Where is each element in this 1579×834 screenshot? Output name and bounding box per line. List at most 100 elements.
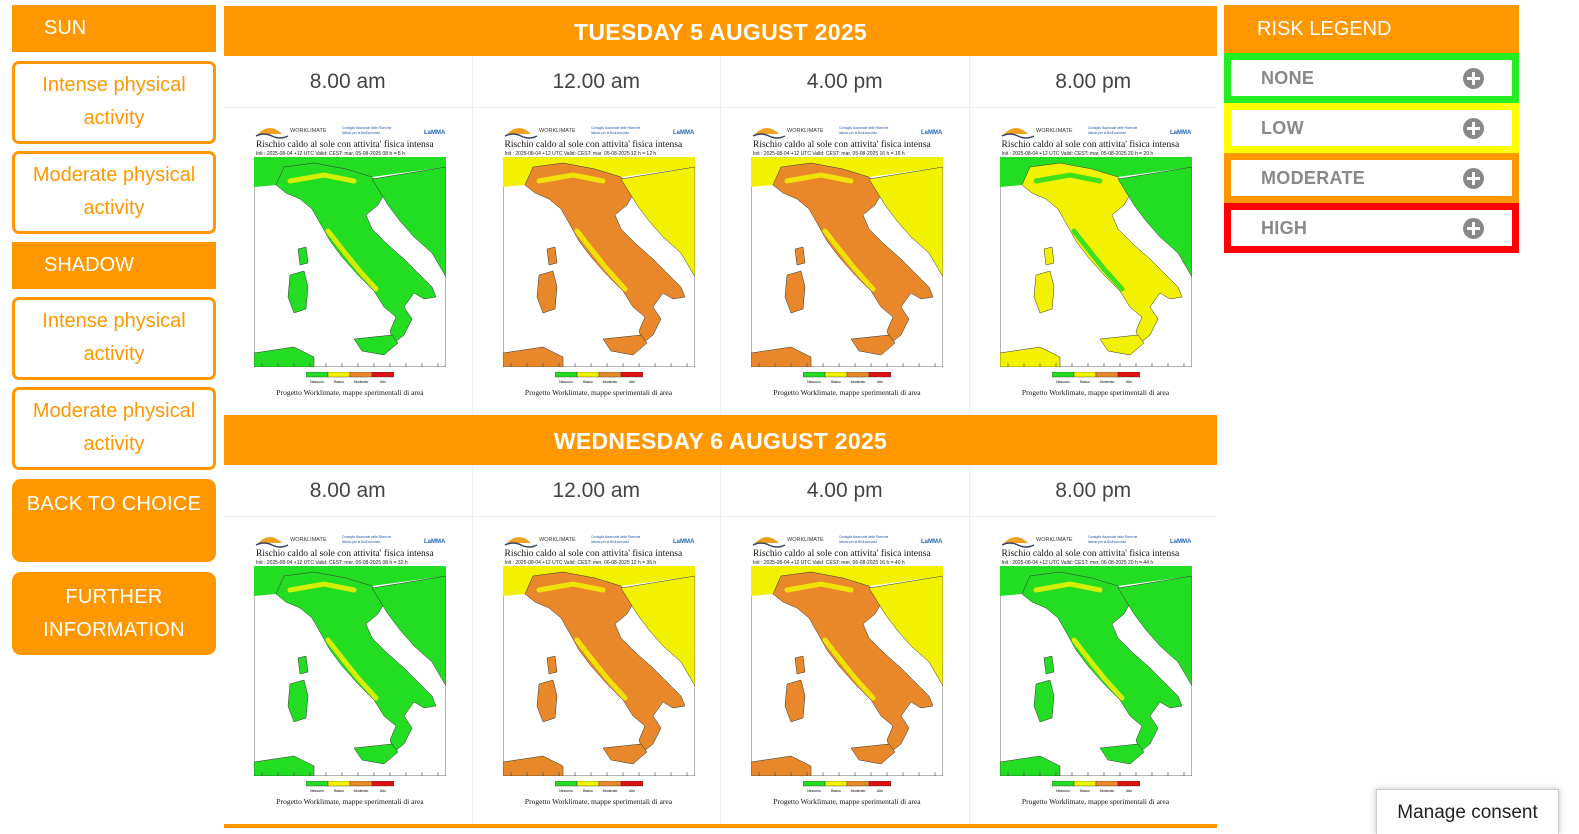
map-cell[interactable]: WORKLIMATE Consiglio Nazionale delle Rice… [224, 517, 473, 824]
shadow-intense-activity-option[interactable]: Intense physical activity [12, 297, 216, 380]
svg-text:Consiglio Nazionale delle Rice: Consiglio Nazionale delle Ricerche [1088, 535, 1137, 539]
legend-item-none[interactable]: NONE [1224, 53, 1519, 103]
map-cell[interactable]: WORKLIMATE Consiglio Nazionale delle Rice… [224, 108, 473, 415]
map-color-scale: Nessuno Basso Moderato Alto [554, 781, 643, 793]
svg-text:Istituto per la BioEconomia: Istituto per la BioEconomia [591, 131, 629, 135]
sun-moderate-activity-option[interactable]: Moderate physical activity [12, 151, 216, 234]
risk-map[interactable]: WORKLIMATE Consiglio Nazionale delle Rice… [999, 120, 1192, 400]
svg-text:Consiglio Nazionale delle Rice: Consiglio Nazionale delle Ricerche [591, 126, 640, 130]
time-label: 4.00 pm [721, 56, 970, 107]
sun-intense-activity-option[interactable]: Intense physical activity [12, 61, 216, 144]
day-heading: WEDNESDAY 6 AUGUST 2025 [224, 415, 1217, 465]
risk-map[interactable]: WORKLIMATE Consiglio Nazionale delle Rice… [502, 529, 695, 809]
time-row: 8.00 am 12.00 am 4.00 pm 8.00 pm [224, 465, 1217, 517]
map-title: Rischio caldo al sole con attivita' fisi… [256, 140, 434, 150]
risk-map[interactable]: WORKLIMATE Consiglio Nazionale delle Rice… [751, 120, 943, 400]
risk-map-image [751, 566, 943, 776]
manage-consent-button[interactable]: Manage consent [1376, 789, 1559, 834]
bottom-divider [224, 824, 1217, 828]
map-cell[interactable]: WORKLIMATE Consiglio Nazionale delle Rice… [721, 108, 970, 415]
map-color-scale: Nessuno Basso Moderato Alto [803, 372, 891, 384]
time-label: 8.00 am [224, 56, 473, 107]
svg-text:Moderato: Moderato [602, 789, 617, 793]
svg-text:Consiglio Nazionale delle Rice: Consiglio Nazionale delle Ricerche [1088, 126, 1137, 130]
svg-text:Moderato: Moderato [851, 789, 866, 793]
expand-plus-icon[interactable] [1463, 217, 1484, 239]
legend-label: MODERATE [1261, 167, 1366, 188]
legend-item-moderate[interactable]: MODERATE [1224, 153, 1519, 203]
svg-text:Alto: Alto [628, 789, 634, 793]
further-information-button[interactable]: FURTHER INFORMATION [12, 572, 216, 655]
svg-text:Basso: Basso [334, 789, 344, 793]
map-validity: Init : 2025-08-04 +12 UTC Valid: CEST: m… [256, 560, 408, 566]
map-title: Rischio caldo al sole con attivita' fisi… [1001, 140, 1180, 150]
svg-text:LaMMA: LaMMA [673, 539, 695, 545]
map-cell[interactable]: WORKLIMATE Consiglio Nazionale delle Rice… [970, 517, 1218, 824]
shadow-heading: SHADOW [12, 242, 216, 289]
map-color-scale: Nessuno Basso Moderato Alto [1051, 781, 1140, 793]
map-validity: Init : 2025-08-04 +12 UTC Valid: CEST: m… [504, 151, 657, 157]
map-cell[interactable]: WORKLIMATE Consiglio Nazionale delle Rice… [473, 517, 721, 824]
map-header-logos: WORKLIMATE Consiglio Nazionale delle Rice… [504, 535, 695, 548]
legend-item-inner: NONE [1231, 60, 1512, 96]
expand-plus-icon[interactable] [1463, 167, 1484, 189]
svg-text:Moderato: Moderato [1099, 380, 1114, 384]
map-validity: Init : 2025-08-04 +12 UTC Valid: CEST: m… [1001, 151, 1154, 157]
risk-map[interactable]: WORKLIMATE Consiglio Nazionale delle Rice… [751, 529, 943, 809]
risk-map[interactable]: WORKLIMATE Consiglio Nazionale delle Rice… [999, 529, 1192, 809]
svg-text:Consiglio Nazionale delle Rice: Consiglio Nazionale delle Ricerche [839, 535, 888, 539]
map-cell[interactable]: WORKLIMATE Consiglio Nazionale delle Rice… [970, 108, 1218, 415]
map-row: WORKLIMATE Consiglio Nazionale delle Rice… [224, 108, 1217, 415]
risk-map[interactable]: WORKLIMATE Consiglio Nazionale delle Rice… [254, 529, 446, 809]
svg-text:Alto: Alto [628, 380, 634, 384]
svg-text:LaMMA: LaMMA [424, 539, 446, 545]
legend-item-inner: HIGH [1231, 210, 1512, 246]
expand-plus-icon[interactable] [1463, 117, 1484, 139]
map-color-scale: Nessuno Basso Moderato Alto [1051, 372, 1140, 384]
legend-item-high[interactable]: HIGH [1224, 203, 1519, 253]
map-validity: Init : 2025-08-04 +12 UTC Valid: CEST: m… [256, 151, 405, 157]
map-header-logos: WORKLIMATE Consiglio Nazionale delle Rice… [255, 535, 446, 548]
map-validity: Init : 2025-08-04 +12 UTC Valid: CEST: m… [1001, 560, 1154, 566]
svg-text:WORKLIMATE: WORKLIMATE [539, 537, 576, 543]
svg-text:Istituto per la BioEconomia: Istituto per la BioEconomia [591, 540, 629, 544]
map-header-logos: WORKLIMATE Consiglio Nazionale delle Rice… [504, 126, 694, 139]
map-cell[interactable]: WORKLIMATE Consiglio Nazionale delle Rice… [473, 108, 721, 415]
risk-map[interactable]: WORKLIMATE Consiglio Nazionale delle Rice… [502, 120, 695, 400]
risk-map-image [751, 157, 943, 367]
time-label: 12.00 am [473, 465, 721, 516]
svg-text:Alto: Alto [380, 380, 386, 384]
svg-text:WORKLIMATE: WORKLIMATE [1036, 537, 1073, 543]
expand-plus-icon[interactable] [1463, 67, 1484, 89]
map-color-scale: Nessuno Basso Moderato Alto [554, 372, 643, 384]
svg-text:Basso: Basso [831, 380, 841, 384]
svg-text:Alto: Alto [1125, 380, 1131, 384]
svg-text:Moderato: Moderato [602, 380, 617, 384]
risk-map-image [502, 157, 695, 367]
svg-text:WORKLIMATE: WORKLIMATE [290, 128, 327, 134]
map-credit: Progetto Worklimate, mappe sperimentali … [276, 797, 424, 806]
risk-map[interactable]: WORKLIMATE Consiglio Nazionale delle Rice… [254, 120, 446, 400]
day-heading: TUESDAY 5 AUGUST 2025 [224, 6, 1217, 56]
map-cell[interactable]: WORKLIMATE Consiglio Nazionale delle Rice… [721, 517, 970, 824]
svg-text:Istituto per la BioEconomia: Istituto per la BioEconomia [342, 131, 380, 135]
svg-text:Moderato: Moderato [354, 380, 369, 384]
legend-item-low[interactable]: LOW [1224, 103, 1519, 153]
time-label: 8.00 am [224, 465, 473, 516]
svg-text:Basso: Basso [583, 380, 593, 384]
svg-text:Istituto per la BioEconomia: Istituto per la BioEconomia [839, 540, 877, 544]
svg-text:Nessuno: Nessuno [310, 789, 324, 793]
svg-text:Alto: Alto [380, 789, 386, 793]
svg-text:Nessuno: Nessuno [1056, 789, 1070, 793]
shadow-moderate-activity-option[interactable]: Moderate physical activity [12, 387, 216, 470]
time-label: 8.00 pm [1055, 70, 1132, 93]
svg-text:Nessuno: Nessuno [559, 380, 573, 384]
map-color-scale: Nessuno Basso Moderato Alto [306, 372, 394, 384]
svg-text:Basso: Basso [1080, 789, 1090, 793]
time-label: 4.00 pm [721, 465, 970, 516]
svg-text:WORKLIMATE: WORKLIMATE [787, 537, 824, 543]
svg-text:WORKLIMATE: WORKLIMATE [539, 128, 576, 134]
back-to-choice-button[interactable]: BACK TO CHOICE [12, 479, 216, 562]
svg-text:LaMMA: LaMMA [424, 130, 446, 136]
svg-text:Consiglio Nazionale delle Rice: Consiglio Nazionale delle Ricerche [591, 535, 640, 539]
